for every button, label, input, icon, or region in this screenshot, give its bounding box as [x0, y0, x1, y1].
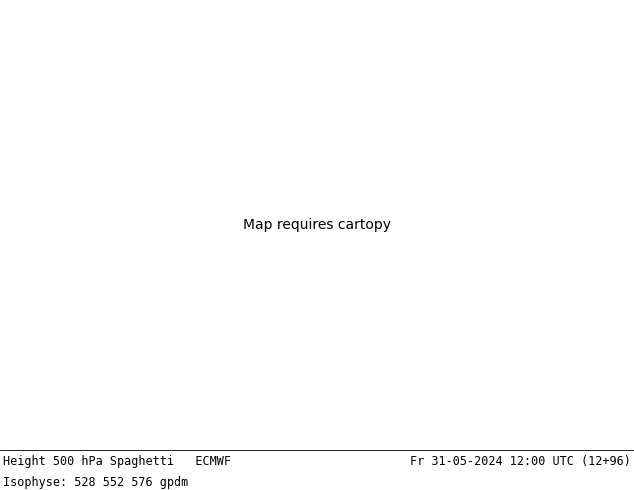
- Text: Fr 31-05-2024 12:00 UTC (12+96): Fr 31-05-2024 12:00 UTC (12+96): [410, 455, 631, 467]
- Text: Height 500 hPa Spaghetti   ECMWF: Height 500 hPa Spaghetti ECMWF: [3, 455, 231, 467]
- Text: Isophyse: 528 552 576 gpdm: Isophyse: 528 552 576 gpdm: [3, 476, 188, 490]
- Text: Map requires cartopy: Map requires cartopy: [243, 218, 391, 232]
